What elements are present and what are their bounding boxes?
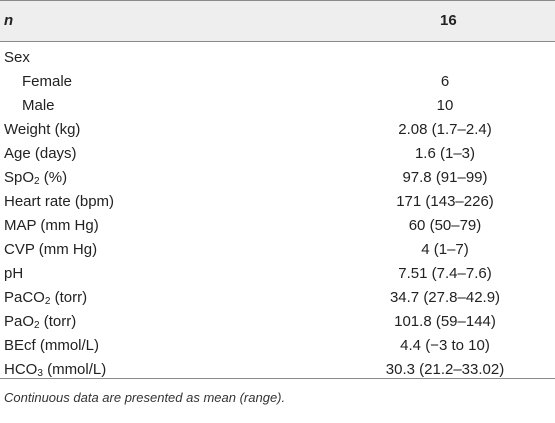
row-label: SpO2 (%)	[0, 165, 215, 189]
table-row: SpO2 (%) 97.8 (91–99)	[0, 165, 555, 189]
row-value: 4 (1–7)	[421, 240, 469, 258]
row-label: PaO2 (torr)	[0, 309, 215, 333]
row-label-text: Female	[22, 72, 73, 90]
row-label: Heart rate (bpm)	[0, 189, 215, 213]
row-label-subscript: 3	[37, 367, 43, 379]
table-header: n 16	[0, 0, 555, 42]
row-value: 6	[440, 72, 450, 90]
row-value: 4.4 (−3 to 10)	[400, 336, 490, 354]
row-label: CVP (mm Hg)	[0, 237, 215, 261]
row-label-suffix: (torr)	[50, 288, 88, 306]
row-value: 30.3 (21.2–33.02)	[385, 360, 505, 378]
row-label-subscript: 2	[44, 295, 51, 307]
row-label: MAP (mm Hg)	[0, 213, 215, 237]
row-label-text: BEcf (mmol/L)	[4, 336, 100, 354]
row-label: Male	[0, 93, 215, 117]
row-value	[215, 45, 555, 69]
table-row: CVP (mm Hg) 4 (1–7)	[0, 237, 555, 261]
row-label-text: PaO	[4, 312, 35, 330]
table-row: PaO2 (torr) 101.8 (59–144)	[0, 309, 555, 333]
row-label: Female	[0, 69, 215, 93]
row-label-text: MAP (mm Hg)	[4, 216, 99, 234]
row-label-text: HCO	[4, 360, 38, 378]
row-label-subscript: 2	[34, 175, 40, 187]
table-row: HCO3 (mmol/L) 30.3 (21.2–33.02)	[0, 357, 555, 381]
table-row: Female 6	[0, 69, 555, 93]
table-row: Heart rate (bpm) 171 (143–226)	[0, 189, 555, 213]
row-label-text: pH	[4, 264, 24, 282]
table-row: MAP (mm Hg) 60 (50–79)	[0, 213, 555, 237]
row-value: 10	[436, 96, 454, 114]
row-label-subscript: 2	[34, 319, 40, 331]
row-label-text: PaCO	[4, 288, 45, 306]
row-label-text: SpO	[4, 168, 35, 186]
row-label-text: CVP (mm Hg)	[4, 240, 98, 258]
table-row: Male 10	[0, 93, 555, 117]
row-label: PaCO2 (torr)	[0, 285, 215, 309]
table-row: Age (days) 1.6 (1–3)	[0, 141, 555, 165]
row-label: BEcf (mmol/L)	[0, 333, 215, 357]
table-row: Weight (kg) 2.08 (1.7–2.4)	[0, 117, 555, 141]
row-label: pH	[0, 261, 215, 285]
footnote: Continuous data are presented as mean (r…	[4, 390, 286, 405]
header-label: n	[4, 12, 14, 29]
row-label-text: Weight (kg)	[4, 120, 81, 138]
row-label-suffix: (torr)	[39, 312, 77, 330]
row-value: 1.6 (1–3)	[414, 144, 476, 162]
row-value: 2.08 (1.7–2.4)	[398, 120, 492, 138]
row-label: Weight (kg)	[0, 117, 215, 141]
row-label: Age (days)	[0, 141, 215, 165]
table-row: PaCO2 (torr) 34.7 (27.8–42.9)	[0, 285, 555, 309]
row-label-text: Sex	[4, 48, 30, 66]
header-value: 16	[440, 12, 457, 29]
table-row: BEcf (mmol/L) 4.4 (−3 to 10)	[0, 333, 555, 357]
row-value: 60 (50–79)	[408, 216, 482, 234]
table-row: Sex	[0, 45, 555, 69]
row-label: Sex	[0, 45, 215, 69]
data-table: Sex Female 6 Male 10 Weight (kg) 2.08 (1.7–2.4…	[0, 45, 555, 381]
row-label-text: Age (days)	[4, 144, 77, 162]
row-value: 7.51 (7.4–7.6)	[398, 264, 492, 282]
row-value: 171 (143–226)	[396, 192, 494, 210]
row-value: 101.8 (59–144)	[394, 312, 496, 330]
table-row: pH 7.51 (7.4–7.6)	[0, 261, 555, 285]
row-label-text: Male	[22, 96, 55, 114]
row-value: 97.8 (91–99)	[402, 168, 488, 186]
row-label-suffix: (mmol/L)	[42, 360, 107, 378]
row-label-text: Heart rate (bpm)	[4, 192, 115, 210]
bottom-rule	[0, 378, 555, 379]
row-label: HCO3 (mmol/L)	[0, 357, 215, 381]
row-label-suffix: (%)	[39, 168, 68, 186]
row-value: 34.7 (27.8–42.9)	[389, 288, 501, 306]
